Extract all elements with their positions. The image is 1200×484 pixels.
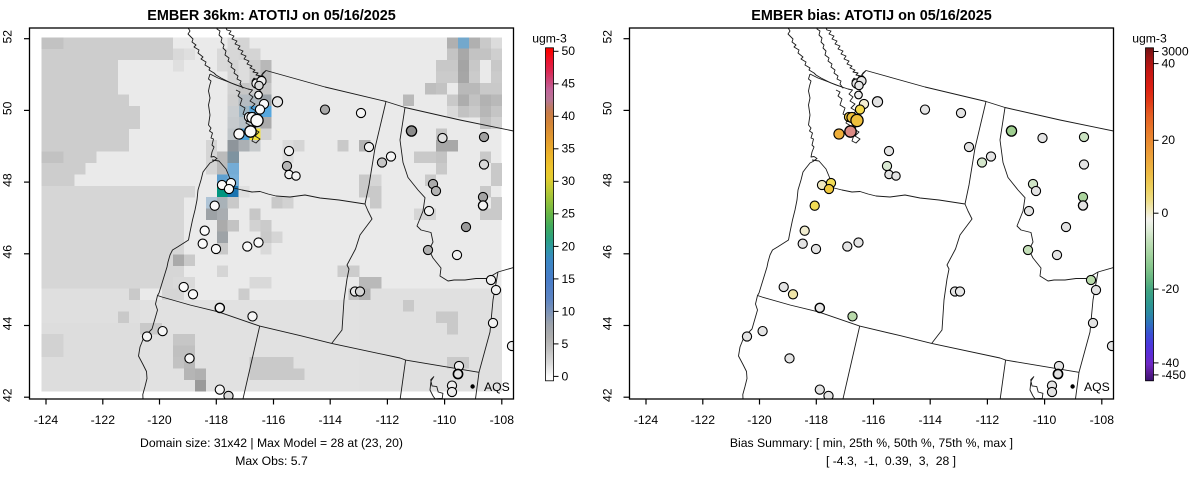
svg-text:[ -4.3, -1, 0.39, 3, 28 ]: [ -4.3, -1, 0.39, 3, 28 ]	[826, 454, 956, 468]
svg-text:EMBER bias: ATOTIJ on 05/16/20: EMBER bias: ATOTIJ on 05/16/2025	[751, 8, 991, 24]
svg-text:-118: -118	[805, 413, 829, 427]
svg-text:AQS: AQS	[1084, 380, 1110, 394]
svg-text:40: 40	[1162, 57, 1176, 71]
svg-text:25: 25	[562, 207, 576, 221]
svg-text:-124: -124	[634, 413, 659, 427]
svg-text:3000: 3000	[1162, 44, 1189, 58]
svg-text:-108: -108	[490, 413, 515, 427]
svg-text:20: 20	[562, 239, 576, 253]
svg-text:-124: -124	[34, 413, 59, 427]
svg-text:42: 42	[1, 388, 15, 402]
svg-text:-114: -114	[318, 413, 342, 427]
svg-text:-118: -118	[205, 413, 229, 427]
svg-text:-112: -112	[976, 413, 1000, 427]
svg-text:-120: -120	[147, 413, 172, 427]
svg-text:-112: -112	[376, 413, 400, 427]
svg-text:Domain size: 31x42 | Max Model: Domain size: 31x42 | Max Model = 28 at (…	[140, 436, 403, 450]
svg-text:52: 52	[601, 30, 615, 44]
svg-text:-110: -110	[433, 413, 457, 427]
svg-text:5: 5	[562, 337, 569, 351]
svg-text:48: 48	[1, 173, 15, 187]
svg-text:-108: -108	[1090, 413, 1115, 427]
svg-text:EMBER 36km: ATOTIJ on 05/16/20: EMBER 36km: ATOTIJ on 05/16/2025	[147, 8, 395, 24]
svg-text:46: 46	[601, 245, 615, 259]
svg-text:46: 46	[1, 245, 15, 259]
svg-text:ugm-3: ugm-3	[1132, 32, 1167, 46]
svg-text:-120: -120	[747, 413, 772, 427]
svg-text:-110: -110	[1033, 413, 1057, 427]
svg-text:-116: -116	[862, 413, 886, 427]
svg-text:10: 10	[562, 304, 576, 318]
svg-text:42: 42	[601, 388, 615, 402]
svg-text:35: 35	[562, 142, 576, 156]
svg-text:-122: -122	[691, 413, 716, 427]
svg-text:-450: -450	[1162, 368, 1187, 382]
svg-text:0: 0	[562, 369, 569, 383]
svg-text:15: 15	[562, 272, 576, 286]
svg-text:50: 50	[601, 101, 615, 115]
svg-text:0: 0	[1162, 206, 1169, 220]
svg-text:48: 48	[601, 173, 615, 187]
svg-text:40: 40	[562, 109, 576, 123]
svg-text:-116: -116	[262, 413, 286, 427]
svg-text:44: 44	[601, 317, 615, 331]
svg-text:AQS: AQS	[484, 380, 510, 394]
svg-text:52: 52	[1, 30, 15, 44]
svg-text:50: 50	[1, 101, 15, 115]
svg-text:50: 50	[562, 44, 576, 58]
svg-text:ugm-3: ugm-3	[532, 32, 567, 46]
svg-text:44: 44	[1, 317, 15, 331]
svg-text:-40: -40	[1162, 356, 1180, 370]
svg-text:-122: -122	[91, 413, 116, 427]
svg-text:45: 45	[562, 77, 576, 91]
svg-text:-114: -114	[918, 413, 942, 427]
svg-text:-20: -20	[1162, 282, 1180, 296]
svg-text:20: 20	[1162, 133, 1176, 147]
svg-text:30: 30	[562, 174, 576, 188]
svg-text:Max Obs: 5.7: Max Obs: 5.7	[235, 454, 308, 468]
svg-text:Bias Summary: [ min, 25th %, 5: Bias Summary: [ min, 25th %, 50th %, 75t…	[730, 436, 1013, 450]
